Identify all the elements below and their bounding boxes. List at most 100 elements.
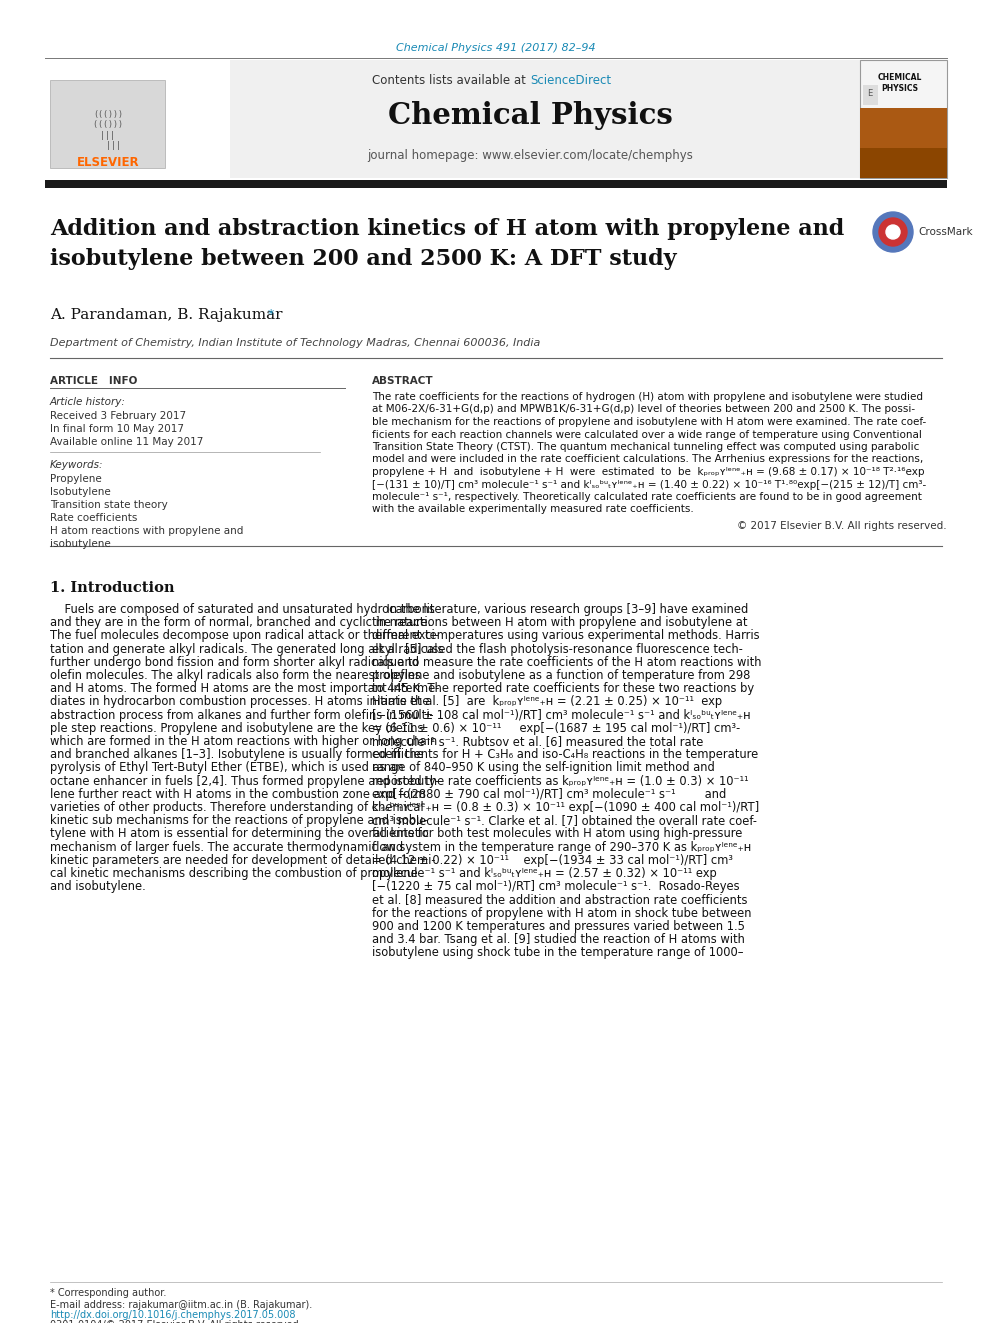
- Text: isobutylene: isobutylene: [50, 538, 111, 549]
- Text: Harris et al. [5]  are  kₚᵣₒₚʏˡᵉⁿᵉ₊ʜ = (2.21 ± 0.25) × 10⁻¹¹  exp: Harris et al. [5] are kₚᵣₒₚʏˡᵉⁿᵉ₊ʜ = (2.…: [372, 696, 722, 708]
- Text: kinetic sub mechanisms for the reactions of propylene and isobu-: kinetic sub mechanisms for the reactions…: [50, 814, 428, 827]
- Text: varieties of other products. Therefore understanding of chemical: varieties of other products. Therefore u…: [50, 800, 424, 814]
- Text: The fuel molecules decompose upon radical attack or thermal exci-: The fuel molecules decompose upon radica…: [50, 630, 438, 643]
- Text: cm³ molecule⁻¹ s⁻¹. Clarke et al. [7] obtained the overall rate coef-: cm³ molecule⁻¹ s⁻¹. Clarke et al. [7] ob…: [372, 814, 757, 827]
- Text: ((()))
 ((())) 
  |||  
  |||: ((())) ((())) ||| |||: [88, 110, 128, 149]
- Text: A. Parandaman, B. Rajakumar: A. Parandaman, B. Rajakumar: [50, 308, 283, 321]
- Text: kinetic parameters are needed for development of detailed chemi-: kinetic parameters are needed for develo…: [50, 853, 435, 867]
- Text: ARTICLE   INFO: ARTICLE INFO: [50, 376, 137, 386]
- Text: ble mechanism for the reactions of propylene and isobutylene with H atom were ex: ble mechanism for the reactions of propy…: [372, 417, 927, 427]
- Text: ABSTRACT: ABSTRACT: [372, 376, 434, 386]
- Circle shape: [886, 225, 900, 239]
- Bar: [45, 60, 230, 179]
- Text: © 2017 Elsevier B.V. All rights reserved.: © 2017 Elsevier B.V. All rights reserved…: [737, 521, 947, 531]
- Text: at M06-2X/6-31+G(d,p) and MPWB1K/6-31+G(d,p) level of theories between 200 and 2: at M06-2X/6-31+G(d,p) and MPWB1K/6-31+G(…: [372, 405, 916, 414]
- Text: ScienceDirect: ScienceDirect: [530, 74, 611, 86]
- Text: with the available experimentally measured rate coefficients.: with the available experimentally measur…: [372, 504, 693, 515]
- Text: Keywords:: Keywords:: [50, 460, 103, 470]
- Text: isobutylene using shock tube in the temperature range of 1000–: isobutylene using shock tube in the temp…: [372, 946, 743, 959]
- Text: et al. [5] used the flash photolysis-resonance fluorescence tech-: et al. [5] used the flash photolysis-res…: [372, 643, 743, 656]
- Text: ficients for both test molecules with H atom using high-pressure: ficients for both test molecules with H …: [372, 827, 742, 840]
- Bar: [863, 85, 878, 105]
- Text: diates in hydrocarbon combustion processes. H atoms initiate the: diates in hydrocarbon combustion process…: [50, 696, 430, 708]
- Text: E-mail address: rajakumar@iitm.ac.in (B. Rajakumar).: E-mail address: rajakumar@iitm.ac.in (B.…: [50, 1301, 312, 1310]
- Text: ficients for each reaction channels were calculated over a wide range of tempera: ficients for each reaction channels were…: [372, 430, 922, 439]
- Text: model and were included in the rate coefficient calculations. The Arrhenius expr: model and were included in the rate coef…: [372, 455, 924, 464]
- Text: CHEMICAL
PHYSICS: CHEMICAL PHYSICS: [878, 73, 923, 93]
- Text: Rate coefficients: Rate coefficients: [50, 513, 137, 523]
- Text: flow system in the temperature range of 290–370 K as kₚᵣₒₚʏˡᵉⁿᵉ₊ʜ: flow system in the temperature range of …: [372, 840, 751, 853]
- Circle shape: [879, 218, 907, 246]
- Text: isobutylene between 200 and 2500 K: A DFT study: isobutylene between 200 and 2500 K: A DF…: [50, 247, 677, 270]
- Text: Department of Chemistry, Indian Institute of Technology Madras, Chennai 600036, : Department of Chemistry, Indian Institut…: [50, 337, 541, 348]
- Text: exp[−(2880 ± 790 cal mol⁻¹)/RT] cm³ molecule⁻¹ s⁻¹        and: exp[−(2880 ± 790 cal mol⁻¹)/RT] cm³ mole…: [372, 787, 726, 800]
- Text: which are formed in the H atom reactions with higher or long chain: which are formed in the H atom reactions…: [50, 736, 437, 747]
- Text: Addition and abstraction kinetics of H atom with propylene and: Addition and abstraction kinetics of H a…: [50, 218, 844, 239]
- Text: Transition State Theory (CTST). The quantum mechanical tunneling effect was comp: Transition State Theory (CTST). The quan…: [372, 442, 920, 452]
- Text: molecule⁻¹ s⁻¹, respectively. Theoretically calculated rate coefficients are fou: molecule⁻¹ s⁻¹, respectively. Theoretica…: [372, 492, 922, 501]
- Text: Chemical Physics: Chemical Physics: [388, 101, 673, 130]
- Text: 1. Introduction: 1. Introduction: [50, 581, 175, 595]
- Text: for the reactions of propylene with H atom in shock tube between: for the reactions of propylene with H at…: [372, 906, 752, 919]
- Bar: [860, 108, 947, 179]
- Text: Article history:: Article history:: [50, 397, 126, 407]
- Text: ELSEVIER: ELSEVIER: [76, 156, 139, 168]
- Text: In the literature, various research groups [3–9] have examined: In the literature, various research grou…: [372, 603, 748, 617]
- Text: the reactions between H atom with propylene and isobutylene at: the reactions between H atom with propyl…: [372, 617, 748, 630]
- Text: et al. [8] measured the addition and abstraction rate coefficients: et al. [8] measured the addition and abs…: [372, 893, 748, 906]
- Circle shape: [873, 212, 913, 251]
- Bar: [45, 180, 947, 188]
- Text: Isobutylene: Isobutylene: [50, 487, 111, 497]
- Text: Received 3 February 2017: Received 3 February 2017: [50, 411, 186, 421]
- Text: cal kinetic mechanisms describing the combustion of propylene: cal kinetic mechanisms describing the co…: [50, 867, 418, 880]
- Text: ple step reactions. Propylene and isobutylene are the key olefins: ple step reactions. Propylene and isobut…: [50, 722, 424, 734]
- Text: and isobutylene.: and isobutylene.: [50, 880, 146, 893]
- Text: The rate coefficients for the reactions of hydrogen (H) atom with propylene and : The rate coefficients for the reactions …: [372, 392, 923, 402]
- Text: CrossMark: CrossMark: [918, 228, 972, 237]
- Text: molecule⁻¹ s⁻¹. Rubtsov et al. [6] measured the total rate: molecule⁻¹ s⁻¹. Rubtsov et al. [6] measu…: [372, 736, 703, 747]
- Text: Chemical Physics 491 (2017) 82–94: Chemical Physics 491 (2017) 82–94: [396, 44, 596, 53]
- Text: 900 and 1200 K temperatures and pressures varied between 1.5: 900 and 1200 K temperatures and pressure…: [372, 919, 745, 933]
- Text: In final form 10 May 2017: In final form 10 May 2017: [50, 423, 184, 434]
- Text: different temperatures using various experimental methods. Harris: different temperatures using various exp…: [372, 630, 760, 643]
- Text: pyrolysis of Ethyl Tert-Butyl Ether (ETBE), which is used as an: pyrolysis of Ethyl Tert-Butyl Ether (ETB…: [50, 762, 404, 774]
- Text: Propylene: Propylene: [50, 474, 102, 484]
- Text: molecule⁻¹ s⁻¹ and kᴵₛₒᵇᵘₜʏˡᵉⁿᵉ₊ʜ = (2.57 ± 0.32) × 10⁻¹¹ exp: molecule⁻¹ s⁻¹ and kᴵₛₒᵇᵘₜʏˡᵉⁿᵉ₊ʜ = (2.5…: [372, 867, 717, 880]
- Text: to 445 K. The reported rate coefficients for these two reactions by: to 445 K. The reported rate coefficients…: [372, 683, 754, 695]
- Text: = (6.11 ± 0.6) × 10⁻¹¹     exp[−(1687 ± 195 cal mol⁻¹)/RT] cm³-: = (6.11 ± 0.6) × 10⁻¹¹ exp[−(1687 ± 195 …: [372, 722, 740, 734]
- Bar: [45, 60, 947, 179]
- Text: 0301-0104/© 2017 Elsevier B.V. All rights reserved.: 0301-0104/© 2017 Elsevier B.V. All right…: [50, 1320, 302, 1323]
- Text: journal homepage: www.elsevier.com/locate/chemphys: journal homepage: www.elsevier.com/locat…: [367, 148, 693, 161]
- Text: tylene with H atom is essential for determining the overall kinetic: tylene with H atom is essential for dete…: [50, 827, 429, 840]
- Bar: [860, 60, 947, 179]
- Text: Fuels are composed of saturated and unsaturated hydrocarbons: Fuels are composed of saturated and unsa…: [50, 603, 434, 617]
- Text: mechanism of larger fuels. The accurate thermodynamic and: mechanism of larger fuels. The accurate …: [50, 840, 403, 853]
- Text: range of 840–950 K using the self-ignition limit method and: range of 840–950 K using the self-igniti…: [372, 762, 715, 774]
- Text: propylene and isobutylene as a function of temperature from 298: propylene and isobutylene as a function …: [372, 669, 750, 681]
- Text: *: *: [268, 308, 274, 321]
- Text: Transition state theory: Transition state theory: [50, 500, 168, 509]
- Text: further undergo bond fission and form shorter alkyl radicals and: further undergo bond fission and form sh…: [50, 656, 419, 669]
- Text: E: E: [867, 89, 873, 98]
- Text: octane enhancer in fuels [2,4]. Thus formed propylene and isobuty-: octane enhancer in fuels [2,4]. Thus for…: [50, 774, 439, 787]
- Text: abstraction process from alkanes and further form olefins in multi-: abstraction process from alkanes and fur…: [50, 709, 434, 721]
- Text: Contents lists available at: Contents lists available at: [372, 74, 530, 86]
- Text: [−(1560 ± 108 cal mol⁻¹)/RT] cm³ molecule⁻¹ s⁻¹ and kᴵₛₒᵇᵘₜʏˡᵉⁿᵉ₊ʜ: [−(1560 ± 108 cal mol⁻¹)/RT] cm³ molecul…: [372, 709, 751, 721]
- Text: kᴵₛₒᵇᵘₜʏˡᵉⁿᵉ₊ʜ = (0.8 ± 0.3) × 10⁻¹¹ exp[−(1090 ± 400 cal mol⁻¹)/RT]: kᴵₛₒᵇᵘₜʏˡᵉⁿᵉ₊ʜ = (0.8 ± 0.3) × 10⁻¹¹ exp…: [372, 800, 759, 814]
- Text: http://dx.doi.org/10.1016/j.chemphys.2017.05.008: http://dx.doi.org/10.1016/j.chemphys.201…: [50, 1310, 296, 1320]
- Text: and they are in the form of normal, branched and cyclic in nature.: and they are in the form of normal, bran…: [50, 617, 432, 630]
- Text: [−(131 ± 10)/T] cm³ molecule⁻¹ s⁻¹ and kᴵₛₒᵇᵘₜʏˡᵉⁿᵉ₊ʜ = (1.40 ± 0.22) × 10⁻¹⁶ T¹: [−(131 ± 10)/T] cm³ molecule⁻¹ s⁻¹ and k…: [372, 479, 927, 490]
- Text: coefficients for H + C₃H₆ and iso-C₄H₈ reactions in the temperature: coefficients for H + C₃H₆ and iso-C₄H₈ r…: [372, 749, 758, 761]
- Text: H atom reactions with propylene and: H atom reactions with propylene and: [50, 527, 243, 536]
- Text: tation and generate alkyl radicals. The generated long alkyl radicals: tation and generate alkyl radicals. The …: [50, 643, 443, 656]
- Text: olefin molecules. The alkyl radicals also form the nearest olefins: olefin molecules. The alkyl radicals als…: [50, 669, 421, 681]
- Text: nique to measure the rate coefficients of the H atom reactions with: nique to measure the rate coefficients o…: [372, 656, 762, 669]
- Bar: [50, 79, 165, 168]
- Bar: [860, 108, 947, 148]
- Text: and 3.4 bar. Tsang et al. [9] studied the reaction of H atoms with: and 3.4 bar. Tsang et al. [9] studied th…: [372, 933, 745, 946]
- Text: [−(1220 ± 75 cal mol⁻¹)/RT] cm³ molecule⁻¹ s⁻¹.  Rosado-Reyes: [−(1220 ± 75 cal mol⁻¹)/RT] cm³ molecule…: [372, 880, 740, 893]
- Text: Available online 11 May 2017: Available online 11 May 2017: [50, 437, 203, 447]
- Text: reported the rate coefficients as kₚᵣₒₚʏˡᵉⁿᵉ₊ʜ = (1.0 ± 0.3) × 10⁻¹¹: reported the rate coefficients as kₚᵣₒₚʏ…: [372, 774, 749, 787]
- Text: = (4.12 ± 0.22) × 10⁻¹¹    exp[−(1934 ± 33 cal mol⁻¹)/RT] cm³: = (4.12 ± 0.22) × 10⁻¹¹ exp[−(1934 ± 33 …: [372, 853, 733, 867]
- Text: and branched alkanes [1–3]. Isobutylene is usually formed in the: and branched alkanes [1–3]. Isobutylene …: [50, 749, 424, 761]
